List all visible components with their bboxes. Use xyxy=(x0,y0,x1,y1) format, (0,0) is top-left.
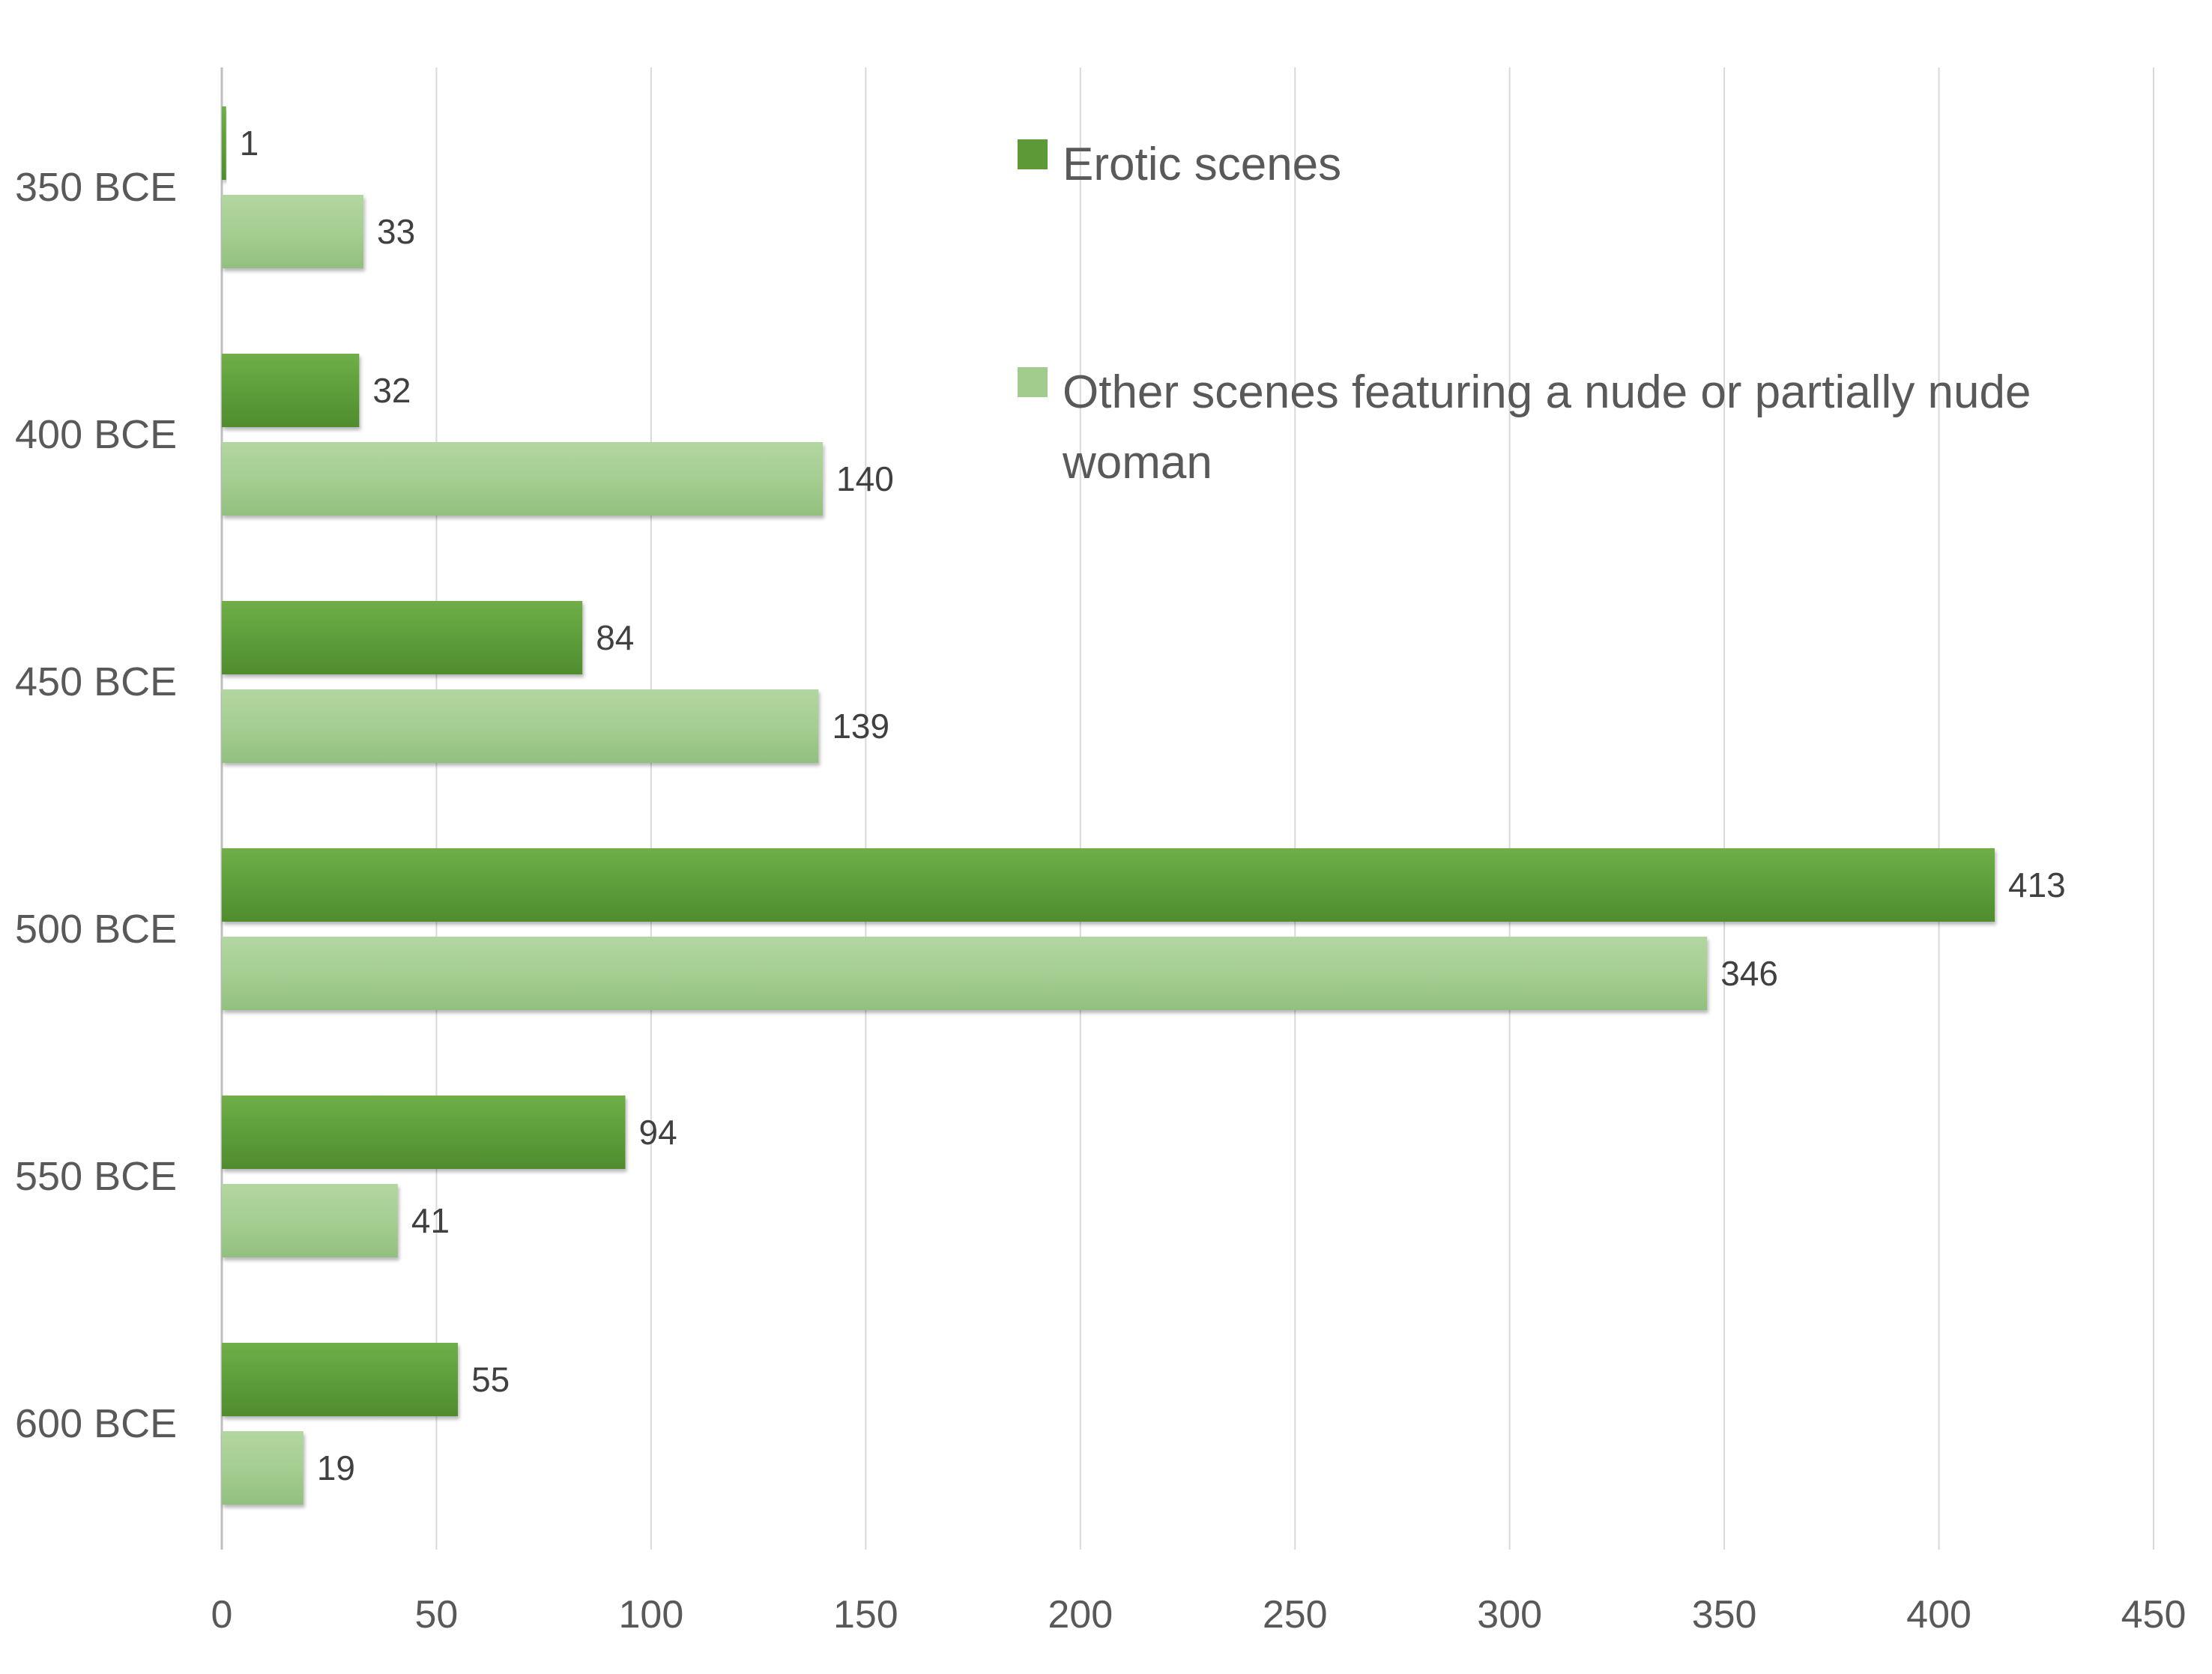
bar xyxy=(222,937,1708,1010)
legend-label-line: woman xyxy=(1062,437,1212,489)
category-label: 500 BCE xyxy=(15,907,177,952)
bar xyxy=(222,195,364,268)
axes: 0 50 100 150 200 250 300 350 400 450 350 BCE 400 BC… xyxy=(15,165,2186,1637)
bar xyxy=(222,1096,626,1169)
x-tick-label: 300 xyxy=(1477,1593,1542,1637)
x-tick-label: 0 xyxy=(211,1593,233,1637)
legend-swatch xyxy=(1018,139,1048,169)
legend-label: Other scenes featuring a nude or partial… xyxy=(1062,366,2031,489)
bar xyxy=(222,106,226,180)
bar xyxy=(222,354,360,427)
data-label: 346 xyxy=(1720,954,1778,993)
data-label: 140 xyxy=(836,459,894,498)
data-label: 94 xyxy=(639,1113,677,1152)
bars xyxy=(222,106,1995,1505)
x-tick-label: 200 xyxy=(1048,1593,1113,1637)
bar xyxy=(222,848,1995,922)
data-label: 1 xyxy=(240,124,259,163)
x-tick-label: 100 xyxy=(619,1593,684,1637)
bar xyxy=(222,1431,303,1505)
data-label: 19 xyxy=(317,1448,355,1487)
category-label: 350 BCE xyxy=(15,165,177,210)
x-tick-label: 400 xyxy=(1906,1593,1971,1637)
legend-label-line: Erotic scenes xyxy=(1063,139,1341,190)
data-labels: 1 33 32 140 84 139 413 346 94 41 55 19 xyxy=(240,124,2066,1487)
category-label: 400 BCE xyxy=(15,412,177,457)
legend-label: Erotic scenes xyxy=(1063,139,1341,190)
legend-label-line: Other scenes featuring a nude or partial… xyxy=(1063,366,2031,418)
data-label: 33 xyxy=(377,212,415,251)
gridlines xyxy=(220,67,2154,1550)
data-label: 413 xyxy=(2008,865,2066,904)
x-tick-label: 50 xyxy=(415,1593,459,1637)
bar xyxy=(222,1343,459,1416)
bar xyxy=(222,601,583,674)
bar xyxy=(222,442,824,516)
category-label: 600 BCE xyxy=(15,1401,177,1446)
x-tick-label: 350 xyxy=(1692,1593,1757,1637)
category-label: 450 BCE xyxy=(15,659,177,704)
data-label: 139 xyxy=(832,707,889,746)
data-label: 55 xyxy=(471,1360,510,1399)
legend: Erotic scenes Other scenes featuring a nu… xyxy=(1018,139,2031,489)
legend-swatch xyxy=(1018,367,1048,397)
data-label: 32 xyxy=(372,371,411,410)
x-tick-label: 450 xyxy=(2121,1593,2187,1637)
bar xyxy=(222,689,819,763)
bar xyxy=(222,1184,398,1257)
x-tick-label: 250 xyxy=(1263,1593,1328,1637)
data-label: 84 xyxy=(596,618,634,657)
data-label: 41 xyxy=(411,1201,450,1240)
x-tick-label: 150 xyxy=(833,1593,898,1637)
category-label: 550 BCE xyxy=(15,1154,177,1199)
